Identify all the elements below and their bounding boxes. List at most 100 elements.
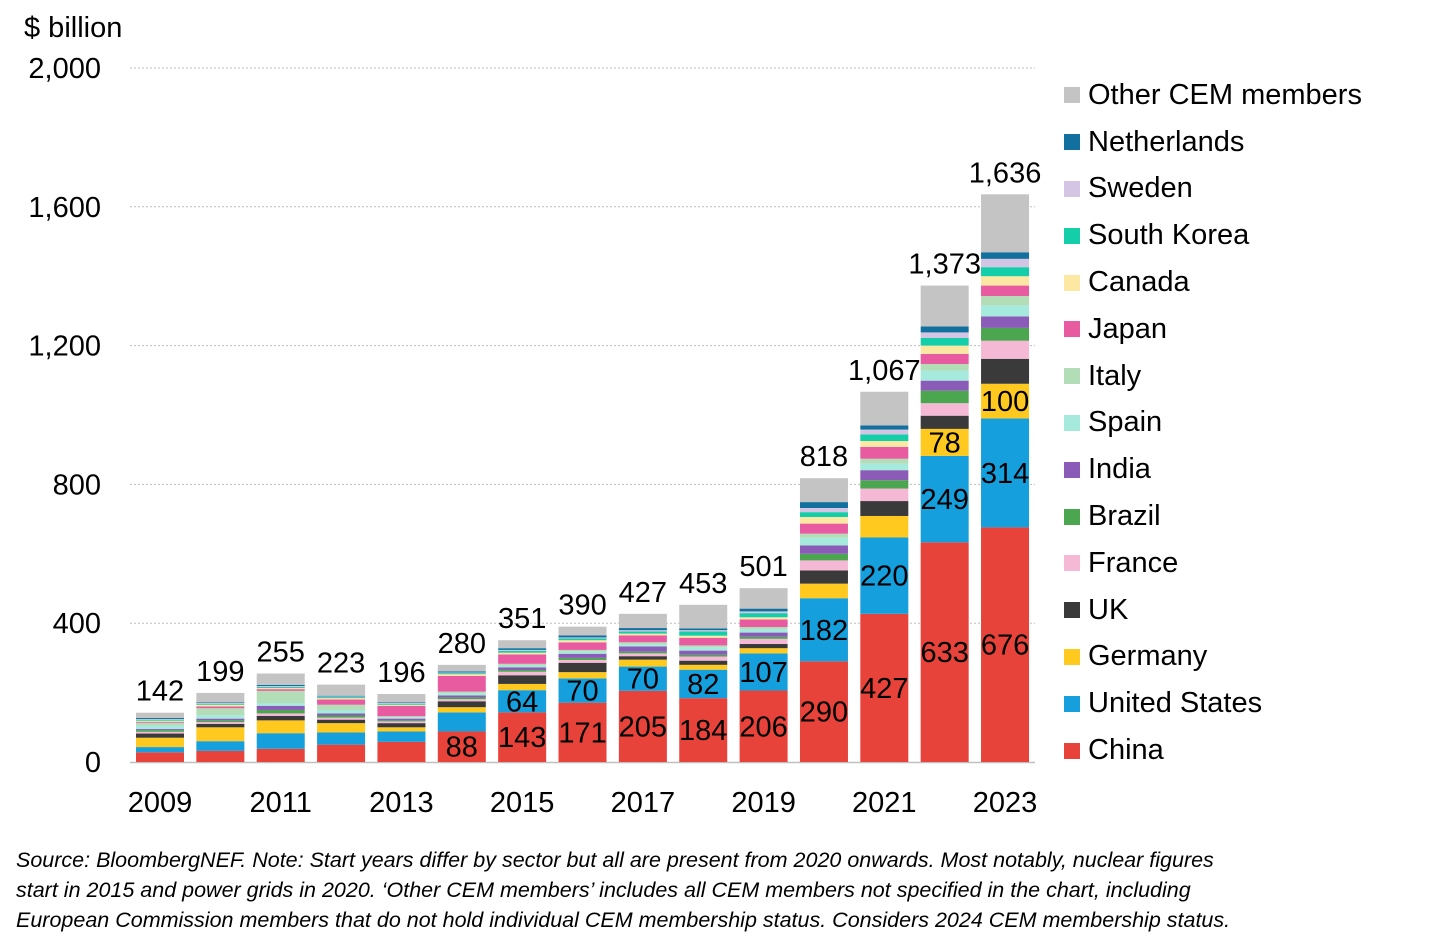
bar-segment-china bbox=[256, 748, 305, 762]
legend-item: Japan bbox=[1064, 306, 1362, 353]
bar-segment-uk bbox=[558, 662, 607, 673]
bar-segment-uk bbox=[256, 715, 305, 721]
legend-swatch bbox=[1064, 274, 1080, 291]
bar-segment-south-korea bbox=[739, 613, 788, 618]
bar-segment-canada bbox=[618, 633, 667, 636]
bar-segment-italy bbox=[498, 663, 547, 666]
bar-segment-japan bbox=[256, 689, 305, 691]
bar-segment-japan bbox=[196, 706, 245, 709]
bar-segment-netherlands bbox=[377, 702, 426, 704]
bar-segment-france bbox=[196, 722, 245, 724]
bar-segment-brazil bbox=[256, 709, 305, 714]
bar-segment-germany bbox=[256, 720, 305, 734]
bar-segment-south-korea bbox=[377, 703, 426, 705]
total-label: 453 bbox=[679, 568, 727, 600]
total-label: 501 bbox=[739, 551, 787, 583]
bar-segment-germany bbox=[136, 737, 184, 748]
legend-label: United States bbox=[1088, 687, 1263, 720]
bar-segment-france bbox=[920, 403, 969, 416]
total-label: 390 bbox=[558, 590, 606, 622]
bar-segment-italy bbox=[136, 722, 184, 726]
stacked-bar-chart: 0 400 800 1,200 1,600 2,000 142 2009 199 255 2011 2… bbox=[28, 53, 1042, 819]
bar-segment-italy bbox=[920, 363, 969, 371]
total-label: 196 bbox=[377, 657, 425, 689]
bar-segment-italy bbox=[196, 708, 245, 716]
total-label: 351 bbox=[498, 603, 546, 635]
legend-item: Canada bbox=[1064, 259, 1362, 306]
bar-segment-united-states bbox=[981, 418, 1030, 528]
legend-item: Spain bbox=[1064, 400, 1362, 447]
bar-segment-uk bbox=[437, 701, 486, 708]
bar-segment-japan bbox=[437, 675, 486, 692]
bar-segment-germany bbox=[679, 664, 728, 670]
bar-segment-italy bbox=[437, 691, 486, 694]
bar-segment-japan bbox=[377, 705, 426, 717]
bar-segment-germany bbox=[920, 428, 969, 456]
x-tick-label: 2009 bbox=[128, 787, 193, 819]
bar-segment-france bbox=[377, 721, 426, 724]
bar-segment-france bbox=[739, 638, 788, 645]
bar-segment-india bbox=[920, 380, 969, 391]
bar-segment-spain bbox=[799, 537, 848, 546]
bar-segment-other-cem-members bbox=[498, 640, 547, 649]
bar-segment-other-cem-members bbox=[739, 588, 788, 609]
bar-segment-other-cem-members bbox=[860, 391, 909, 426]
bar-segment-sweden bbox=[256, 686, 305, 688]
bar-segment-india bbox=[860, 470, 909, 481]
bar-segment-united-states bbox=[679, 669, 728, 699]
bar-segment-sweden bbox=[377, 703, 426, 704]
bar-segment-china bbox=[860, 613, 909, 762]
legend-label: China bbox=[1088, 734, 1164, 767]
bar-segment-spain bbox=[558, 651, 607, 654]
bar-segment-south-korea bbox=[618, 631, 667, 634]
y-tick-label: 800 bbox=[53, 469, 101, 501]
bar-segment-netherlands bbox=[256, 684, 305, 687]
bar-segment-china bbox=[799, 661, 848, 762]
bar-segment-united-states bbox=[799, 598, 848, 662]
bar-segment-spain bbox=[498, 665, 547, 668]
bar-segment-france bbox=[799, 560, 848, 571]
bar-segment-france bbox=[136, 731, 184, 734]
legend-label: Germany bbox=[1088, 640, 1208, 673]
total-label: 1,067 bbox=[848, 355, 921, 387]
bar-segment-uk bbox=[498, 675, 547, 684]
bar-segment-india bbox=[498, 667, 547, 671]
bar-segment-south-korea bbox=[196, 703, 245, 705]
legend-item: Sweden bbox=[1064, 166, 1362, 213]
bar-segment-france bbox=[498, 671, 547, 676]
legend-swatch bbox=[1064, 368, 1080, 385]
data-label: 143 bbox=[498, 722, 546, 754]
bar-segment-china bbox=[679, 698, 728, 762]
total-label: 223 bbox=[317, 648, 365, 680]
bar-segment-japan bbox=[860, 446, 909, 459]
bar-segment-united-states bbox=[920, 455, 969, 543]
total-label: 1,636 bbox=[969, 157, 1042, 189]
bar-segment-china bbox=[437, 731, 486, 762]
bar-segment-uk bbox=[196, 723, 245, 728]
data-label: 70 bbox=[566, 676, 598, 708]
legend-swatch bbox=[1064, 742, 1080, 759]
bar-segment-south-korea bbox=[860, 434, 909, 442]
bar-segment-spain bbox=[317, 709, 366, 714]
bar-segment-south-korea bbox=[136, 719, 184, 721]
bar-segment-spain bbox=[739, 629, 788, 633]
bar-segment-sweden bbox=[618, 630, 667, 632]
bar-segment-united-states bbox=[558, 678, 607, 703]
legend-label: Netherlands bbox=[1088, 125, 1245, 158]
bar-segment-canada bbox=[920, 345, 969, 354]
bar-segment-india bbox=[739, 632, 788, 637]
bar-segment-other-cem-members bbox=[256, 673, 305, 685]
bar-segment-sweden bbox=[558, 637, 607, 639]
legend-label: Italy bbox=[1088, 359, 1142, 392]
bar-segment-netherlands bbox=[498, 648, 547, 650]
y-tick-label: 1,600 bbox=[28, 192, 101, 224]
bar-segment-germany bbox=[860, 515, 909, 538]
bar-segment-other-cem-members bbox=[981, 194, 1030, 253]
bar-segment-brazil bbox=[317, 715, 366, 718]
bar-segment-netherlands bbox=[196, 702, 245, 704]
bar-segment-south-korea bbox=[679, 631, 728, 636]
x-tick-label: 2013 bbox=[369, 787, 434, 819]
bar-segment-sweden bbox=[920, 332, 969, 338]
bar-segment-brazil bbox=[739, 636, 788, 639]
data-label: 427 bbox=[860, 673, 908, 705]
